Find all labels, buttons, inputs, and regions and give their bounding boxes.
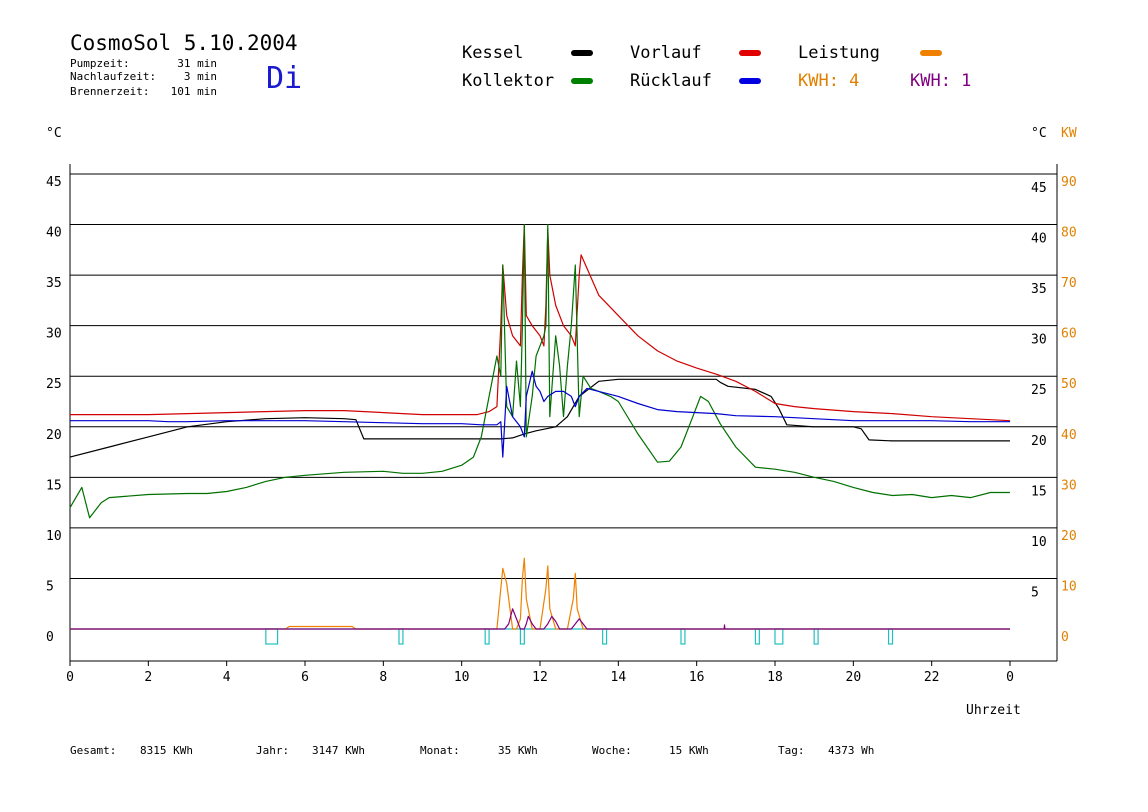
y-left-tick-35: 35	[46, 276, 62, 291]
x-tick-2: 4	[223, 670, 231, 685]
y-right-tick-15: 15	[1031, 484, 1047, 499]
kwh-orange-label: KWH: 4	[798, 71, 859, 91]
y-kw-tick-10: 10	[1061, 579, 1077, 594]
y-right-kw-unit-label: KW	[1061, 126, 1077, 141]
y-left-tick-30: 30	[46, 327, 62, 342]
footer-woche-label: Woche:	[592, 744, 632, 757]
footer-tag-label: Tag:	[778, 744, 805, 757]
y-kw-tick-90: 90	[1061, 175, 1077, 190]
y-left-tick-20: 20	[46, 428, 62, 443]
y-right-tick-25: 25	[1031, 383, 1047, 398]
pump-pulse-5	[680, 628, 686, 645]
y-left-tick-40: 40	[46, 226, 62, 241]
footer-woche-value: 15 KWh	[669, 744, 709, 757]
footer-monat-label: Monat:	[420, 744, 460, 757]
y-kw-tick-30: 30	[1061, 478, 1077, 493]
y-right-tick-40: 40	[1031, 232, 1047, 247]
kwh-purple-label: KWH: 1	[910, 71, 971, 91]
pump-pulse-7	[774, 628, 784, 645]
y-left-tick-0: 0	[46, 630, 54, 645]
x-tick-12: 0	[1006, 670, 1014, 685]
tick-labels: 0510152025303540455101520253035404501020…	[46, 175, 1077, 685]
pump-pulse-4	[602, 628, 608, 645]
footer-jahr-label: Jahr:	[256, 744, 289, 757]
x-tick-7: 14	[611, 670, 627, 685]
stat-pumpzeit-value: 31 min	[177, 57, 217, 70]
legend-kollektor-swatch	[571, 78, 593, 84]
legend-kessel-label: Kessel	[462, 43, 523, 63]
y-left-unit-label: °C	[46, 126, 62, 141]
y-left-tick-5: 5	[46, 579, 54, 594]
day-label: Di	[266, 61, 302, 96]
footer-monat-value: 35 KWh	[498, 744, 538, 757]
stat-pumpzeit-label: Pumpzeit:	[70, 57, 130, 70]
y-kw-tick-0: 0	[1061, 630, 1069, 645]
y-kw-tick-50: 50	[1061, 377, 1077, 392]
y-right-tick-30: 30	[1031, 333, 1047, 348]
series-line-r-cklauf	[70, 370, 1010, 458]
chart-title: CosmoSol 5.10.2004	[70, 31, 298, 55]
footer-gesamt-label: Gesamt:	[70, 744, 116, 757]
y-right-tick-45: 45	[1031, 181, 1047, 196]
y-kw-tick-70: 70	[1061, 276, 1077, 291]
y-left-tick-45: 45	[46, 175, 62, 190]
y-kw-tick-80: 80	[1061, 226, 1077, 241]
x-tick-4: 8	[379, 670, 387, 685]
y-right-tick-35: 35	[1031, 282, 1047, 297]
legend-vorlauf-swatch	[739, 50, 761, 56]
y-left-tick-15: 15	[46, 478, 62, 493]
pump-pulse-2	[484, 628, 490, 645]
series-line-leistung	[70, 557, 1010, 630]
series-line-kollektor	[69, 224, 1010, 519]
legend: Kessel Vorlauf Leistung Kollektor Rückla…	[462, 43, 971, 91]
legend-vorlauf-label: Vorlauf	[630, 43, 702, 63]
footer-jahr-value: 3147 KWh	[312, 744, 365, 757]
pump-pulse-0	[265, 628, 279, 645]
legend-leistung-label: Leistung	[798, 43, 880, 63]
x-tick-5: 10	[454, 670, 470, 685]
x-tick-1: 2	[144, 670, 152, 685]
grid-lines	[70, 173, 1057, 579]
y-right-unit-label: °C	[1031, 126, 1047, 141]
series-line-kwh-1	[70, 608, 1010, 630]
stat-nachlaufzeit-value: 3 min	[184, 70, 217, 83]
axes	[69, 164, 1058, 666]
legend-kessel-swatch	[571, 50, 593, 56]
legend-ruecklauf-label: Rücklauf	[630, 71, 712, 91]
stats-block: Pumpzeit: 31 min Nachlaufzeit: 3 min Bre…	[70, 57, 217, 98]
pump-pulse-3	[519, 628, 525, 645]
y-right-tick-20: 20	[1031, 434, 1047, 449]
y-kw-tick-40: 40	[1061, 428, 1077, 443]
x-tick-3: 6	[301, 670, 309, 685]
footer-tag-value: 4373 Wh	[828, 744, 874, 757]
pump-pulse-1	[398, 628, 404, 645]
x-tick-0: 0	[66, 670, 74, 685]
x-tick-9: 18	[767, 670, 783, 685]
stat-nachlaufzeit-label: Nachlaufzeit:	[70, 70, 156, 83]
y-left-tick-25: 25	[46, 377, 62, 392]
legend-leistung-swatch	[920, 50, 942, 56]
legend-ruecklauf-swatch	[739, 78, 761, 84]
x-tick-8: 16	[689, 670, 705, 685]
footer-totals: Gesamt: 8315 KWh Jahr: 3147 KWh Monat: 3…	[70, 744, 874, 757]
stat-brennerzeit-label: Brennerzeit:	[70, 85, 149, 98]
series-lines	[69, 224, 1011, 645]
x-tick-6: 12	[532, 670, 548, 685]
x-tick-11: 22	[924, 670, 940, 685]
legend-kollektor-label: Kollektor	[462, 71, 554, 91]
y-right-tick-5: 5	[1031, 585, 1039, 600]
pump-pulse-8	[813, 628, 819, 645]
y-kw-tick-60: 60	[1061, 327, 1077, 342]
x-axis-label: Uhrzeit	[966, 703, 1021, 718]
stat-brennerzeit-value: 101 min	[171, 85, 217, 98]
y-kw-tick-20: 20	[1061, 529, 1077, 544]
footer-gesamt-value: 8315 KWh	[140, 744, 193, 757]
pump-pulse-6	[754, 628, 760, 645]
y-left-tick-10: 10	[46, 529, 62, 544]
y-right-tick-10: 10	[1031, 535, 1047, 550]
pump-pulse-9	[887, 628, 894, 645]
x-tick-10: 20	[846, 670, 862, 685]
